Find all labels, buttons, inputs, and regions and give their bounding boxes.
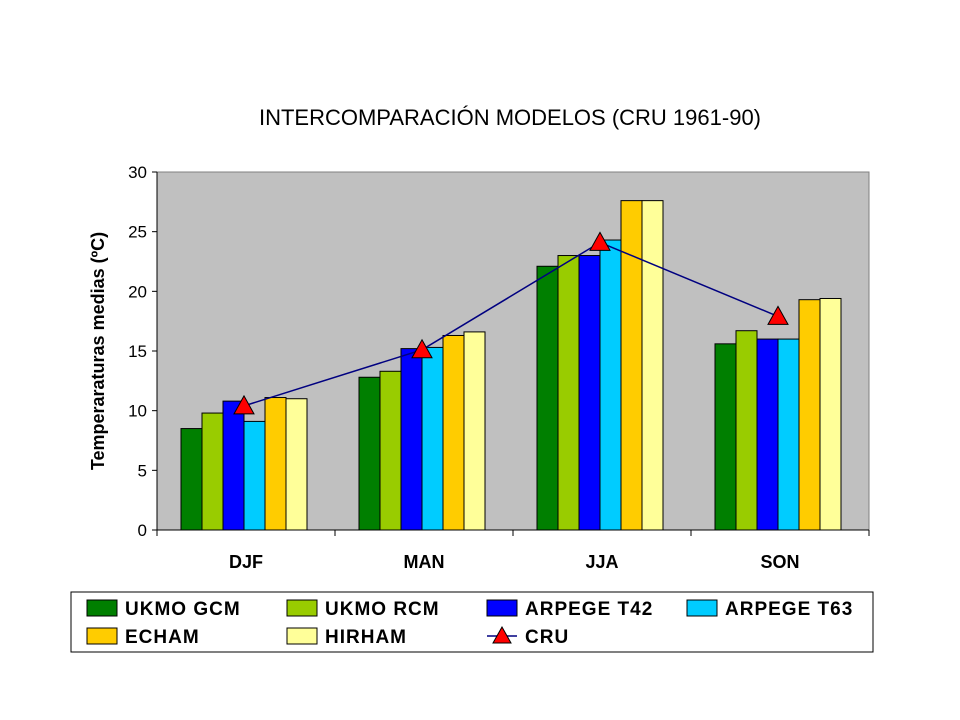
bar-arpege-t63-djf <box>243 420 266 531</box>
bar-ukmo-rcm-man <box>379 370 402 531</box>
legend-label: UKMO GCM <box>125 599 241 620</box>
bar-hirham-djf <box>285 398 308 531</box>
x-category-label: DJF <box>229 552 263 572</box>
legend-swatch <box>286 627 318 645</box>
y-tick-label: 15 <box>128 342 147 361</box>
y-tick-label: 5 <box>138 461 147 480</box>
bar-arpege-t42-jja <box>578 255 601 531</box>
legend-label: CRU <box>525 627 569 648</box>
legend-swatch <box>86 627 118 645</box>
bar-arpege-t63-son <box>777 338 800 531</box>
bar-hirham-man <box>463 331 486 531</box>
bar-echam-djf <box>264 397 287 531</box>
legend-swatch <box>286 599 318 617</box>
legend-label: ARPEGE T63 <box>725 599 853 620</box>
cru-line-path <box>243 241 779 407</box>
legend <box>70 591 874 653</box>
bar-arpege-t63-jja <box>599 239 622 531</box>
legend-swatch <box>486 599 518 617</box>
bar-ukmo-gcm-djf <box>180 428 203 531</box>
bar-echam-jja <box>620 200 643 531</box>
bar-echam-man <box>442 334 465 531</box>
bar-ukmo-gcm-jja <box>536 265 559 531</box>
cru-series <box>233 231 789 415</box>
x-axis: DJF MAN JJA SON <box>156 529 870 572</box>
bar-arpege-t42-man <box>400 348 423 531</box>
y-tick-label: 10 <box>128 402 147 421</box>
bar-ukmo-gcm-son <box>714 343 737 531</box>
x-category-label: MAN <box>404 552 445 572</box>
legend-label: ARPEGE T42 <box>525 599 653 620</box>
legend-swatch <box>86 599 118 617</box>
y-tick-label: 20 <box>128 282 147 301</box>
legend-label: ECHAM <box>125 627 200 648</box>
x-category-label: SON <box>760 552 799 572</box>
y-axis: 0 5 10 15 20 25 30 <box>128 163 158 540</box>
chart-title: INTERCOMPARACIÓN MODELOS (CRU 1961-90) <box>259 105 761 130</box>
bar-hirham-jja <box>641 200 664 531</box>
x-category-label: JJA <box>585 552 618 572</box>
bar-arpege-t42-son <box>756 338 779 531</box>
y-tick-label: 25 <box>128 223 147 242</box>
bar-series <box>180 200 842 531</box>
legend-label: HIRHAM <box>325 627 407 648</box>
legend-items: UKMO GCM UKMO RCM ARPEGE T42 ARPEGE T63 ECHA… <box>86 599 853 648</box>
bar-arpege-t63-man <box>421 346 444 531</box>
y-tick-label: 30 <box>128 163 147 182</box>
cru-marker <box>411 338 433 359</box>
bar-ukmo-rcm-djf <box>201 412 224 531</box>
bar-ukmo-rcm-son <box>735 330 758 531</box>
cru-marker <box>589 231 611 251</box>
bar-ukmo-gcm-man <box>358 376 381 531</box>
legend-label: UKMO RCM <box>325 599 440 620</box>
bar-arpege-t42-djf <box>222 400 245 531</box>
cru-marker <box>233 394 255 415</box>
legend-triangle-icon <box>492 625 512 644</box>
y-axis-title: Temperaraturas medias (ºC) <box>88 232 108 470</box>
legend-swatch <box>686 599 718 617</box>
bar-echam-son <box>798 299 821 531</box>
cru-marker <box>767 305 789 325</box>
y-tick-label: 0 <box>138 521 147 540</box>
bar-ukmo-rcm-jja <box>557 255 580 531</box>
bar-hirham-son <box>819 297 842 531</box>
